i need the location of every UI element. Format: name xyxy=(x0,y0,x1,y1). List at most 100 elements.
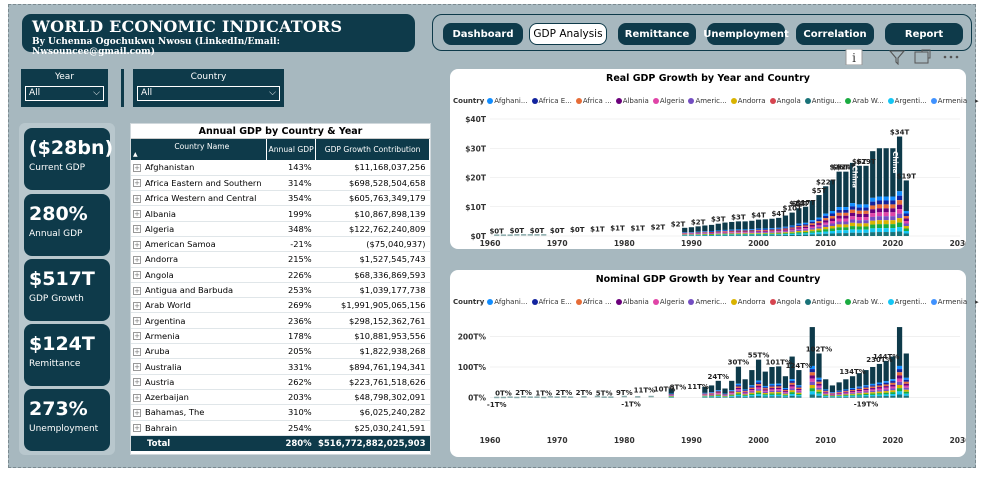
bar-2017[interactable] xyxy=(870,151,876,236)
bar-2013[interactable] xyxy=(843,379,849,398)
bar-1991[interactable] xyxy=(695,226,701,236)
bar-1995[interactable] xyxy=(722,222,728,236)
column-header-annual-gdp[interactable]: Annual GDP xyxy=(266,139,317,160)
nav-correlation-button[interactable]: Correlation xyxy=(796,23,874,45)
bar-2005[interactable] xyxy=(789,356,795,398)
bar-1961[interactable] xyxy=(494,396,500,399)
bar-1963[interactable] xyxy=(507,396,513,398)
bar-1998[interactable] xyxy=(742,221,748,236)
bar-2016[interactable] xyxy=(863,370,869,398)
nav-remittance-button[interactable]: Remittance xyxy=(618,23,696,45)
table-row[interactable]: + Angola 226% $68,336,869,593 xyxy=(131,267,430,283)
legend-item[interactable]: Antigu... xyxy=(804,97,841,105)
table-row[interactable]: + Algeria 348% $122,762,240,809 xyxy=(131,221,430,237)
bar-1977[interactable] xyxy=(601,396,607,398)
bar-2020[interactable] xyxy=(890,356,896,398)
expand-icon[interactable]: + xyxy=(133,347,141,356)
legend-item[interactable]: Albania xyxy=(615,298,649,306)
bar-1996[interactable] xyxy=(729,380,735,398)
table-row[interactable]: + Arab World 269% $1,991,905,065,156 xyxy=(131,297,430,314)
bar-1963[interactable] xyxy=(507,234,513,236)
bar-1971[interactable] xyxy=(561,396,567,398)
bar-2015[interactable] xyxy=(856,165,862,236)
table-row[interactable]: + Bahrain 254% $25,030,241,591 xyxy=(131,420,430,436)
expand-icon[interactable]: + xyxy=(133,255,141,264)
bar-2010[interactable] xyxy=(823,379,829,398)
expand-icon[interactable]: + xyxy=(133,424,141,433)
expand-icon[interactable]: + xyxy=(133,271,141,280)
legend-item[interactable]: Albania xyxy=(615,97,649,105)
bar-2021[interactable] xyxy=(896,327,903,398)
legend-item[interactable]: Africa E... xyxy=(531,298,572,306)
bar-2007[interactable] xyxy=(802,206,809,236)
bar-1994[interactable] xyxy=(715,223,721,236)
legend-item[interactable]: Armenia xyxy=(930,97,967,105)
bar-2017[interactable] xyxy=(870,367,876,398)
table-row[interactable]: + Antigua and Barbuda 253% $1,039,177,738 xyxy=(131,282,430,299)
expand-icon[interactable]: + xyxy=(133,163,141,172)
table-row[interactable]: + Austria 262% $223,761,518,626 xyxy=(131,374,430,390)
table-row[interactable]: + Bahamas, The 310% $6,025,240,282 xyxy=(131,404,430,421)
bar-1965[interactable] xyxy=(520,396,527,398)
bar-2010[interactable] xyxy=(823,186,829,236)
table-row[interactable]: + Armenia 178% $10,881,953,556 xyxy=(131,328,430,345)
bar-2003[interactable] xyxy=(776,366,782,398)
bar-1974[interactable] xyxy=(581,396,587,398)
bar-1992[interactable] xyxy=(702,225,708,236)
bar-1965[interactable] xyxy=(520,234,527,236)
table-row[interactable]: + Africa Eastern and Southern 314% $698,528… xyxy=(131,175,430,192)
bar-2009[interactable] xyxy=(816,195,822,236)
bar-1997[interactable] xyxy=(735,221,742,236)
bar-2022[interactable] xyxy=(903,353,909,398)
expand-icon[interactable]: + xyxy=(133,210,141,219)
bar-2014[interactable] xyxy=(849,376,856,398)
legend-item[interactable]: Armenia xyxy=(930,298,967,306)
bar-2005[interactable] xyxy=(789,212,795,236)
bar-2004[interactable] xyxy=(782,376,789,398)
table-row[interactable]: + Andorra 215% $1,527,545,743 xyxy=(131,251,430,268)
expand-icon[interactable]: + xyxy=(133,179,141,188)
legend-item[interactable]: Africa ... xyxy=(575,298,612,306)
bar-1968[interactable] xyxy=(541,396,547,399)
bar-2008[interactable] xyxy=(809,327,815,398)
bar-2013[interactable] xyxy=(843,171,849,236)
bar-2002[interactable] xyxy=(769,218,775,236)
expand-icon[interactable]: + xyxy=(133,378,141,387)
expand-icon[interactable]: + xyxy=(133,317,141,326)
expand-icon[interactable]: + xyxy=(133,363,141,371)
bar-2006[interactable] xyxy=(796,208,802,236)
table-row[interactable]: + Afghanistan 143% $11,168,037,256 xyxy=(131,160,430,176)
legend-item[interactable]: Argenti... xyxy=(887,298,927,306)
bar-1984[interactable] xyxy=(648,395,654,398)
bar-1969[interactable] xyxy=(547,396,554,398)
table-row[interactable]: + American Samoa -21% ($75,040,937) xyxy=(131,236,430,253)
bar-1962[interactable] xyxy=(500,234,507,236)
bar-2003[interactable] xyxy=(776,217,782,236)
legend-item[interactable]: Andorra xyxy=(730,298,766,306)
bar-2001[interactable] xyxy=(762,371,768,398)
bar-2019[interactable] xyxy=(883,360,889,398)
country-dropdown[interactable]: All ⌵ xyxy=(137,86,280,101)
column-header-gdp-growth[interactable]: GDP Growth Contribution xyxy=(315,139,430,160)
table-row[interactable]: + Azerbaijan 203% $48,798,302,091 xyxy=(131,389,430,406)
bar-1999[interactable] xyxy=(749,220,755,236)
bar-2009[interactable] xyxy=(816,353,822,398)
bar-1993[interactable] xyxy=(708,224,715,236)
bar-2014[interactable] xyxy=(849,162,856,236)
bar-1994[interactable] xyxy=(715,380,721,398)
more-options-icon[interactable] xyxy=(941,49,963,69)
bar-1989[interactable] xyxy=(682,227,688,236)
legend-item[interactable]: Angola xyxy=(769,298,801,306)
bar-2000[interactable] xyxy=(755,219,762,236)
legend-item[interactable]: Argenti... xyxy=(887,97,927,105)
bar-1972[interactable] xyxy=(567,396,574,398)
bar-2019[interactable] xyxy=(883,148,889,236)
legend-item[interactable]: Algeria xyxy=(652,97,684,105)
legend-item[interactable]: Americ... xyxy=(688,298,727,306)
legend-item[interactable]: Angola xyxy=(769,97,801,105)
bar-2022[interactable] xyxy=(903,180,909,236)
expand-icon[interactable]: + xyxy=(133,332,141,341)
expand-icon[interactable]: + xyxy=(133,194,141,203)
legend-item[interactable]: Africa ... xyxy=(575,97,612,105)
year-dropdown[interactable]: All ⌵ xyxy=(25,86,104,101)
